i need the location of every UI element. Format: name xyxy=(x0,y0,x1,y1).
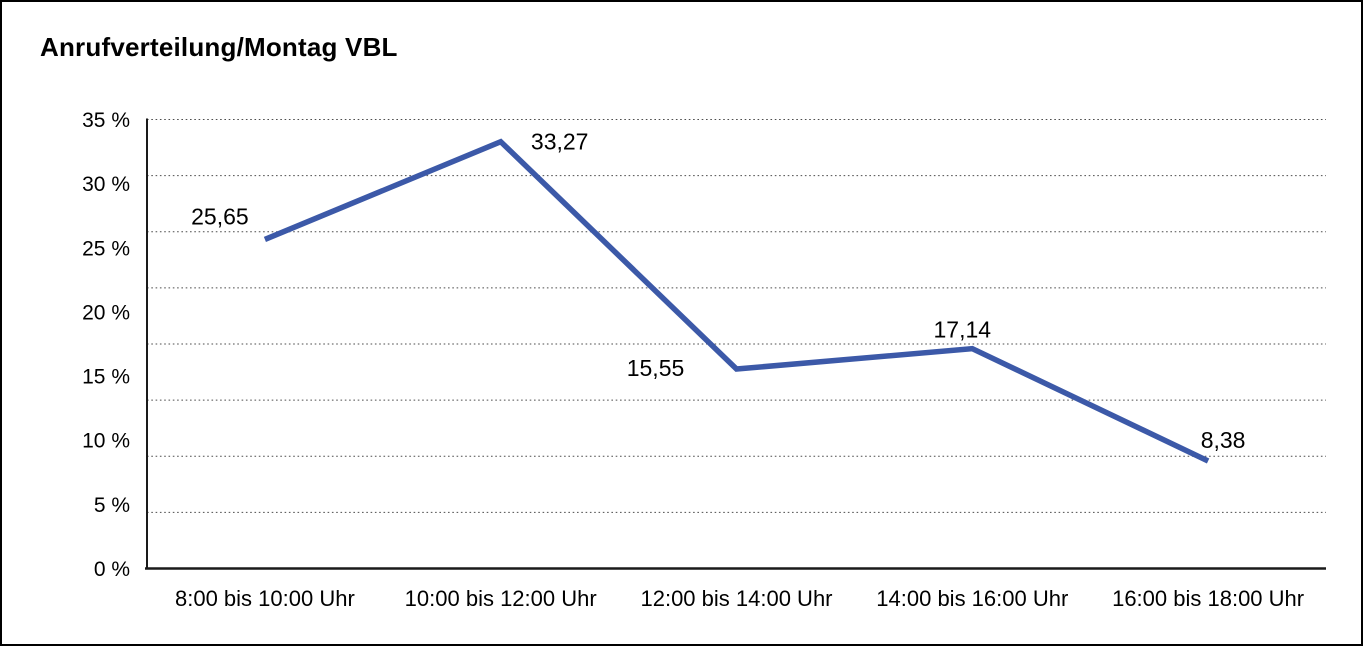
y-tick-label: 35 % xyxy=(82,109,130,132)
y-tick-label: 5 % xyxy=(94,494,130,517)
data-point-label: 33,27 xyxy=(531,129,589,155)
y-tick-label: 30 % xyxy=(82,173,130,196)
gridlines xyxy=(147,118,1326,513)
data-point-label: 15,55 xyxy=(627,355,685,381)
x-tick-label: 12:00 bis 14:00 Uhr xyxy=(640,586,832,611)
x-axis-tick-labels: 8:00 bis 10:00 Uhr 10:00 bis 12:00 Uhr 12:… xyxy=(175,586,1304,611)
y-tick-label: 15 % xyxy=(82,366,130,389)
x-tick-label: 16:00 bis 18:00 Uhr xyxy=(1112,586,1304,611)
x-tick-label: 8:00 bis 10:00 Uhr xyxy=(175,586,355,611)
data-point-labels: 25,65 33,27 15,55 17,14 8,38 xyxy=(191,129,1245,453)
data-point-label: 25,65 xyxy=(191,203,249,229)
y-tick-label: 0 % xyxy=(94,558,130,581)
data-point-label: 17,14 xyxy=(934,317,992,343)
y-tick-label: 25 % xyxy=(82,237,130,260)
x-tick-label: 14:00 bis 16:00 Uhr xyxy=(876,586,1068,611)
y-tick-label: 20 % xyxy=(82,301,130,324)
data-point-label: 8,38 xyxy=(1201,427,1246,453)
x-tick-label: 10:00 bis 12:00 Uhr xyxy=(405,586,597,611)
chart-title: Anrufverteilung/Montag VBL xyxy=(40,32,398,62)
axes xyxy=(145,118,1326,570)
y-axis-tick-labels: 35 % 30 % 25 % 20 % 15 % 10 % 5 % 0 % xyxy=(82,109,130,581)
y-tick-label: 10 % xyxy=(82,430,130,453)
series-line xyxy=(263,138,1210,464)
data-series xyxy=(263,138,1210,464)
